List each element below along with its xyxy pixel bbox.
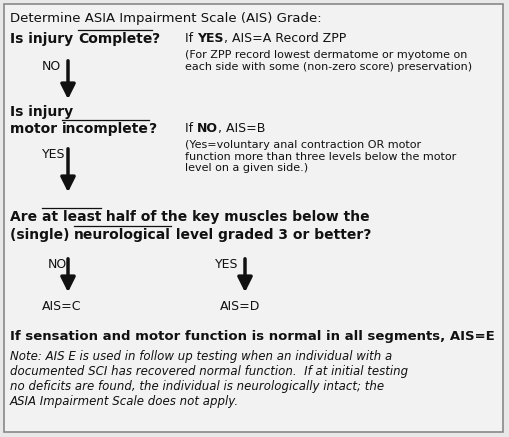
Text: If: If xyxy=(185,32,197,45)
Text: YES: YES xyxy=(197,32,223,45)
Text: Is injury: Is injury xyxy=(10,32,78,46)
Text: If sensation and motor function is normal in all segments, AIS=E: If sensation and motor function is norma… xyxy=(10,330,495,343)
Text: (single): (single) xyxy=(10,228,74,242)
Text: NO: NO xyxy=(42,60,61,73)
Text: AIS=D: AIS=D xyxy=(220,300,261,313)
Text: Note: AIS E is used in follow up testing when an individual with a
documented SC: Note: AIS E is used in follow up testing… xyxy=(10,350,408,408)
Text: YES: YES xyxy=(215,258,239,271)
Text: neurological: neurological xyxy=(74,228,171,242)
Text: (Yes=voluntary anal contraction OR motor
function more than three levels below t: (Yes=voluntary anal contraction OR motor… xyxy=(185,140,456,173)
Text: half of the key muscles below the: half of the key muscles below the xyxy=(101,210,370,224)
Text: ?: ? xyxy=(149,122,157,136)
Text: NO: NO xyxy=(197,122,218,135)
Text: motor: motor xyxy=(10,122,62,136)
Text: Are: Are xyxy=(10,210,42,224)
Text: Is injury: Is injury xyxy=(10,105,73,119)
Text: ?: ? xyxy=(152,32,160,46)
Text: Determine ASIA Impairment Scale (AIS) Grade:: Determine ASIA Impairment Scale (AIS) Gr… xyxy=(10,12,322,25)
Text: , AIS=B: , AIS=B xyxy=(218,122,266,135)
Text: incomplete: incomplete xyxy=(62,122,149,136)
Text: level graded 3 or better?: level graded 3 or better? xyxy=(171,228,372,242)
Text: If: If xyxy=(185,122,197,135)
Text: Complete: Complete xyxy=(78,32,152,46)
Text: , AIS=A Record ZPP: , AIS=A Record ZPP xyxy=(223,32,346,45)
Text: at least: at least xyxy=(42,210,101,224)
Text: (For ZPP record lowest dermatome or myotome on
each side with some (non-zero sco: (For ZPP record lowest dermatome or myot… xyxy=(185,50,472,72)
Text: NO: NO xyxy=(48,258,67,271)
Text: AIS=C: AIS=C xyxy=(42,300,81,313)
Text: YES: YES xyxy=(42,148,66,161)
